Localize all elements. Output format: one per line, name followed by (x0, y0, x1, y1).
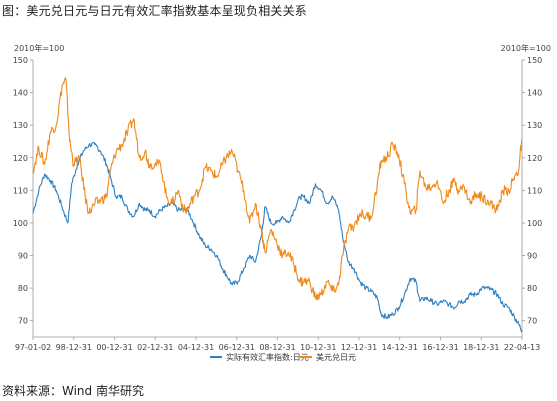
left-tick-label: 130 (13, 121, 28, 130)
left-tick-label: 90 (18, 252, 28, 261)
left-tick-label: 150 (13, 56, 28, 65)
x-tick-label: 04-12-31 (178, 343, 214, 352)
right-tick-label: 120 (527, 154, 542, 163)
series-line-2 (32, 76, 523, 301)
left-tick-label: 140 (13, 89, 28, 98)
x-tick-label: 22-04-13 (504, 343, 540, 352)
right-tick-label: 80 (527, 284, 537, 293)
left-tick-label: 80 (18, 284, 28, 293)
right-tick-label: 100 (527, 219, 542, 228)
right-tick-label: 90 (527, 252, 537, 261)
right-axis-unit: 2010年=100 (500, 44, 551, 53)
x-tick-label: 98-12-31 (56, 343, 92, 352)
x-tick-label: 00-12-31 (96, 343, 132, 352)
right-tick-label: 110 (527, 186, 542, 195)
legend-label-2: 美元兑日元 (316, 352, 356, 362)
right-tick-label: 70 (527, 317, 537, 326)
right-tick-label: 130 (527, 121, 542, 130)
x-tick-label: 18-12-31 (463, 343, 499, 352)
left-tick-label: 110 (13, 186, 28, 195)
legend-label-1: 实际有效汇率指数:日元 (226, 352, 309, 362)
x-tick-label: 97-01-02 (15, 343, 51, 352)
source-note: 资料来源：Wind 南华研究 (2, 384, 144, 398)
left-tick-label: 100 (13, 219, 28, 228)
chart-title: 图：美元兑日元与日元有效汇率指数基本呈现负相关关系 (2, 4, 308, 18)
left-tick-label: 70 (18, 317, 28, 326)
x-tick-label: 08-12-31 (259, 343, 295, 352)
x-tick-label: 16-12-31 (422, 343, 458, 352)
x-tick-label: 10-12-31 (300, 343, 336, 352)
right-tick-label: 140 (527, 89, 542, 98)
x-tick-label: 14-12-31 (382, 343, 418, 352)
x-tick-label: 06-12-31 (219, 343, 255, 352)
left-axis-unit: 2010年=100 (14, 44, 65, 53)
x-tick-label: 12-12-31 (341, 343, 377, 352)
right-tick-label: 150 (527, 56, 542, 65)
x-tick-label: 02-12-31 (137, 343, 173, 352)
left-tick-label: 120 (13, 154, 28, 163)
series-line-1 (32, 141, 523, 333)
